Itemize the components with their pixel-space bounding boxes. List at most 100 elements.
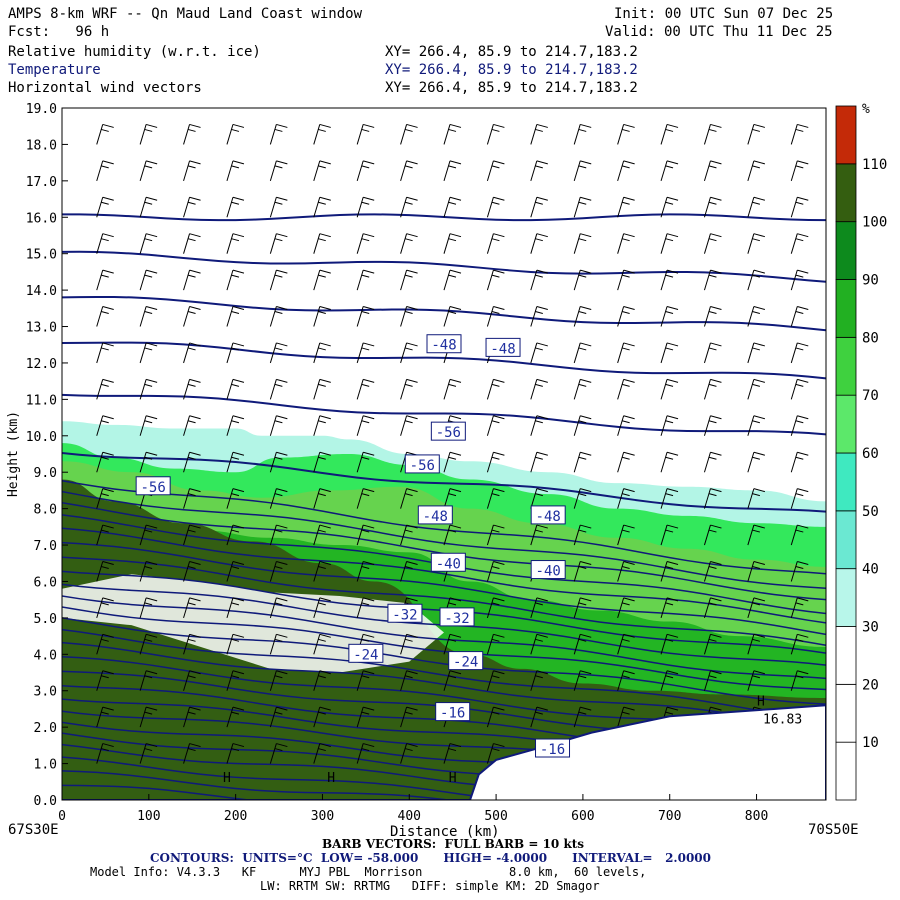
wind-barb [573,123,592,145]
wind-barb [139,633,158,655]
wind-barb [486,743,505,764]
wind-barb [660,196,679,218]
wind-barb [96,160,114,181]
wind-barb [617,451,635,473]
y-tick-label: 2.0 [34,721,57,736]
right-endpoint-label: 70S50E [808,822,859,838]
wind-barb [530,123,548,145]
wind-barb [269,524,288,546]
x-tick-label: 800 [745,809,768,824]
wind-barb [617,633,635,655]
wind-barb [573,233,592,254]
wind-barb [573,670,592,691]
wind-barb [747,306,765,327]
temperature-label: -56 [436,425,461,441]
wind-barb [486,560,505,582]
wind-barb [617,378,635,400]
barb-legend: BARB VECTORS: FULL BARB = 10 kts [322,837,585,851]
wind-barb [183,706,201,728]
wind-barb [747,670,765,691]
wind-barb [139,306,158,327]
wind-barb [313,633,331,655]
wind-barb [443,524,462,546]
temperature-label-box [387,603,423,623]
wind-barb [486,306,505,327]
temperature-label: -40 [436,556,461,572]
wind-barb [703,524,722,546]
valid-time: Valid: 00 UTC Thu 11 Dec 25 [605,24,833,40]
y-tick-label: 6.0 [34,575,57,590]
wind-barb [226,743,245,764]
wind-barb [313,743,331,764]
wind-barb [269,451,288,473]
y-tick-label: 9.0 [34,466,57,481]
wind-barb [443,488,462,509]
temperature-label: -24 [453,655,478,671]
colorbar-tick-label: 20 [862,677,879,693]
wind-barb [703,488,722,509]
temperature-label: -56 [141,480,166,496]
wind-barb [139,560,158,582]
wind-barb [313,196,331,218]
wind-barb [313,706,331,728]
wind-barb [269,743,288,764]
wind-barb [703,415,722,436]
wind-barb [226,488,245,509]
wind-barb [400,488,418,509]
wind-barb [96,706,114,728]
wind-barb [573,306,592,327]
wind-barb [443,196,462,218]
wind-barb [356,123,375,145]
wind-barb [183,597,201,619]
colorbar-tick-label: 70 [862,388,879,404]
colorbar-segment [835,626,857,685]
wind-barb [530,306,548,327]
colorbar-segment [835,336,857,396]
y-tick-label: 13.0 [26,321,57,336]
wind-barb [226,196,245,218]
wind-barb [313,160,331,181]
wind-barb [400,633,418,655]
temperature-contour [62,628,826,720]
temperature-contour [62,479,826,575]
wind-barb [400,415,418,436]
wind-barb [573,633,592,655]
wind-barb [269,670,288,691]
wind-barb [139,342,158,364]
rh-fill-layer [62,479,826,800]
wind-barb [269,488,288,509]
wind-barb [269,560,288,582]
wind-barb [356,560,375,582]
wind-barb [617,706,635,728]
model-info-line1: Model Info: V4.3.3 KF MYJ PBL Morrison 8… [90,865,647,879]
field-xy-temperature: XY= 266.4, 85.9 to 214.7,183.2 [385,62,638,78]
wind-barb [660,488,679,509]
wind-barb [573,560,592,582]
wind-barb [183,560,201,582]
wind-barb [96,451,114,473]
wind-barb [139,378,158,400]
wind-barb [486,233,505,254]
wind-barb [703,560,722,582]
wind-barb [660,269,679,291]
colorbar-segment [835,105,857,165]
wind-barb [443,378,462,400]
temperature-label: -24 [353,647,378,663]
temperature-label-box [426,334,462,354]
wind-barb [226,306,245,327]
y-tick-label: 19.0 [26,102,57,117]
wind-barb [96,233,114,254]
wind-barb [573,488,592,509]
wind-barb [226,670,245,691]
wind-barb [400,670,418,691]
wind-barb [530,378,548,400]
wind-barb [790,269,809,291]
field-xy-rh: XY= 266.4, 85.9 to 214.7,183.2 [385,44,638,60]
wind-barb [139,233,158,254]
y-tick-label: 5.0 [34,612,57,627]
temperature-label-box [417,505,453,525]
wind-barb [530,196,548,218]
wind-barb [183,415,201,436]
wind-barb [226,342,245,364]
temperature-label-box [535,738,571,758]
